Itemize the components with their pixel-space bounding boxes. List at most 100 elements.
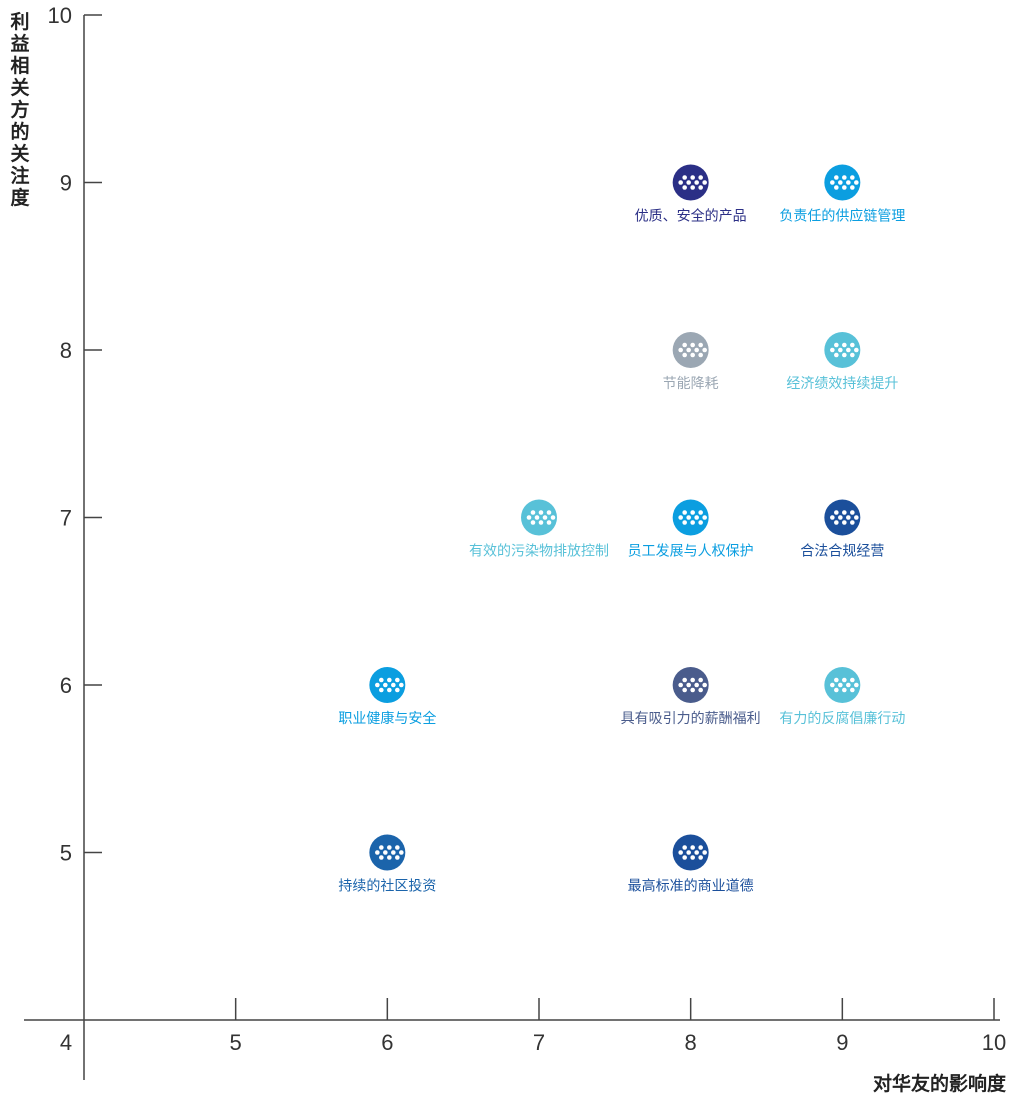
point-label: 负责任的供应链管理 [779,208,905,225]
marker-dot [690,185,695,190]
marker-dot [694,515,699,520]
marker-dot [678,180,683,185]
marker-dot [854,180,859,185]
marker-dot [682,342,687,348]
marker-dot [834,520,839,525]
marker-dot [546,510,552,515]
marker-dot [702,515,707,520]
marker-dot [387,855,392,860]
marker-dot [702,850,707,855]
marker-dot [682,687,687,693]
marker-dot [690,175,695,180]
marker-dot [850,677,855,683]
marker-dot [690,352,695,358]
x-tick-label: 7 [533,1030,545,1055]
marker-dot [678,850,683,855]
point-label: 优质、安全的产品 [635,208,747,225]
marker-dot [846,682,851,688]
marker-dot [842,510,847,515]
marker-dot [678,347,683,353]
marker-dot [383,682,388,688]
marker-dot [534,515,540,520]
marker-dot [834,687,839,693]
marker-dot [850,175,855,180]
marker-dot [854,347,859,353]
marker-dot [698,855,703,860]
marker-dot [838,347,843,353]
y-axis-label: 利益相关方的关注度 [10,11,30,209]
marker-dot [686,180,691,185]
marker-dot [690,520,695,525]
marker-dot [834,510,839,515]
x-tick-label: 9 [836,1030,848,1055]
marker-dot [842,185,847,190]
marker-dot [830,180,835,185]
marker-dot [698,352,703,358]
marker-dot [694,850,699,855]
marker-dot [838,180,843,185]
marker-dot [850,352,855,358]
marker-dot [690,677,695,683]
marker-dot [690,855,695,860]
marker-dot [530,510,536,515]
x-axis-label: 对华友的影响度 [873,1072,1007,1095]
marker-dot [698,677,703,683]
marker-dot [842,677,847,683]
marker-dot [387,687,392,693]
marker-dot [690,845,695,850]
marker-dot [686,515,691,520]
y-tick-label: 5 [60,841,72,866]
point-label: 持续的社区投资 [338,878,436,895]
data-point: 有力的反腐倡廉行动 [779,667,905,727]
marker-dot [834,185,839,190]
marker-dot [690,342,695,348]
marker-dot [682,510,687,515]
marker-dot [842,175,847,180]
marker-dot [375,850,380,855]
marker-dot [379,855,384,860]
marker-dot [391,850,396,855]
marker-dot [682,175,687,180]
marker-dot [399,850,404,855]
point-label: 节能降耗 [663,376,719,392]
marker-dot [690,510,695,515]
marker-dot [846,347,851,353]
marker-dot [538,520,544,525]
marker-dot [546,520,552,525]
marker-dot [702,180,707,185]
marker-dot [830,347,835,353]
marker-dot [834,677,839,683]
marker-dot [690,687,695,693]
marker-dot [682,677,687,683]
point-label: 职业健康与安全 [338,710,436,727]
marker-dot [702,347,707,353]
marker-dot [842,520,847,525]
marker-dot [383,850,388,855]
marker-dot [387,677,392,683]
data-point: 持续的社区投资 [338,834,436,895]
marker-dot [678,515,683,520]
marker-dot [395,687,400,693]
marker-dot [387,845,392,850]
marker-dot [850,510,855,515]
marker-dot [846,515,851,520]
x-tick-label: 5 [230,1030,242,1055]
marker-dot [694,682,699,688]
marker-dot [698,845,703,850]
point-label: 有效的污染物排放控制 [469,544,609,560]
marker-dot [842,342,847,348]
marker-dot [834,175,839,180]
marker-dot [698,687,703,693]
data-point: 最高标准的商业道德 [628,834,754,895]
point-label: 最高标准的商业道德 [628,878,754,895]
x-tick-label: 8 [685,1030,697,1055]
marker-dot [538,510,544,515]
data-point: 节能降耗 [663,332,719,392]
data-point: 优质、安全的产品 [635,164,747,225]
marker-dot [375,682,380,688]
x-tick-label: 4 [60,1030,72,1055]
marker-dot [682,352,687,358]
marker-dot [530,520,536,525]
